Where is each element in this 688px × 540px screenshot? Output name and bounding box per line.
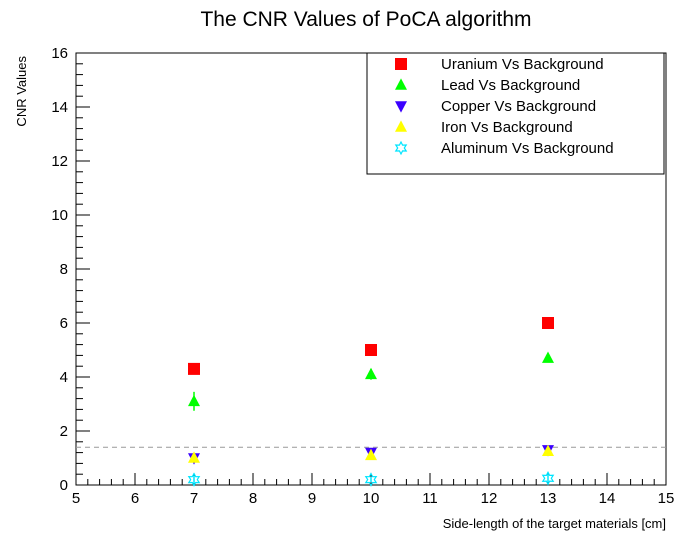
legend-label-aluminum: Aluminum Vs Background [441, 140, 614, 157]
lead-data-point [542, 351, 554, 363]
legend-label-iron: Iron Vs Background [441, 119, 573, 136]
legend-marker-aluminum [394, 140, 408, 156]
y-tick-label: 6 [60, 315, 68, 332]
legend: Uranium Vs Background Lead Vs Background C… [366, 52, 665, 175]
legend-label-copper: Copper Vs Background [441, 98, 596, 115]
x-tick-label: 8 [249, 490, 257, 507]
y-tick-label: 12 [51, 153, 68, 170]
x-axis-label: Side-length of the target materials [cm] [443, 516, 666, 531]
x-tick-label: 5 [72, 490, 80, 507]
series-uranium [188, 317, 554, 375]
y-tick-label: 0 [60, 477, 68, 494]
aluminum-data-point [364, 472, 378, 487]
legend-marker-iron [395, 120, 407, 132]
legend-marker-uranium [395, 58, 407, 70]
y-tick-label: 14 [51, 99, 68, 116]
iron-data-point [188, 451, 200, 463]
y-axis-label: CNR Values [14, 56, 29, 127]
y-tick-label: 2 [60, 423, 68, 440]
x-tick-label: 12 [481, 490, 498, 507]
legend-label-uranium: Uranium Vs Background [441, 56, 604, 73]
iron-data-point [365, 448, 377, 461]
series-iron [188, 444, 554, 463]
x-tick-label: 14 [599, 490, 616, 507]
lead-data-point [188, 394, 200, 407]
y-tick-label: 8 [60, 261, 68, 278]
uranium-data-point [365, 344, 377, 356]
x-tick-label: 15 [658, 490, 675, 507]
x-tick-label: 10 [363, 490, 380, 507]
x-tick-label: 13 [540, 490, 557, 507]
uranium-data-point [188, 362, 200, 375]
chart-title: The CNR Values of PoCA algorithm [200, 8, 531, 31]
legend-box [366, 52, 665, 175]
series-aluminum [187, 470, 555, 487]
aluminum-data-point [541, 470, 555, 486]
x-tick-label: 11 [422, 490, 438, 507]
x-tick-label: 6 [131, 490, 139, 507]
y-tick-label: 16 [51, 45, 68, 62]
y-tick-label: 4 [60, 369, 68, 386]
legend-label-lead: Lead Vs Background [441, 77, 580, 94]
aluminum-data-point [187, 472, 201, 487]
iron-data-point [542, 444, 554, 457]
legend-marker-copper [395, 101, 407, 113]
y-tick-label: 10 [51, 207, 68, 224]
x-tick-label: 9 [308, 490, 316, 507]
x-tick-label: 7 [190, 490, 198, 507]
legend-marker-lead [395, 78, 407, 90]
lead-data-point [365, 367, 377, 380]
uranium-data-point [542, 317, 554, 329]
series-lead [188, 351, 554, 411]
